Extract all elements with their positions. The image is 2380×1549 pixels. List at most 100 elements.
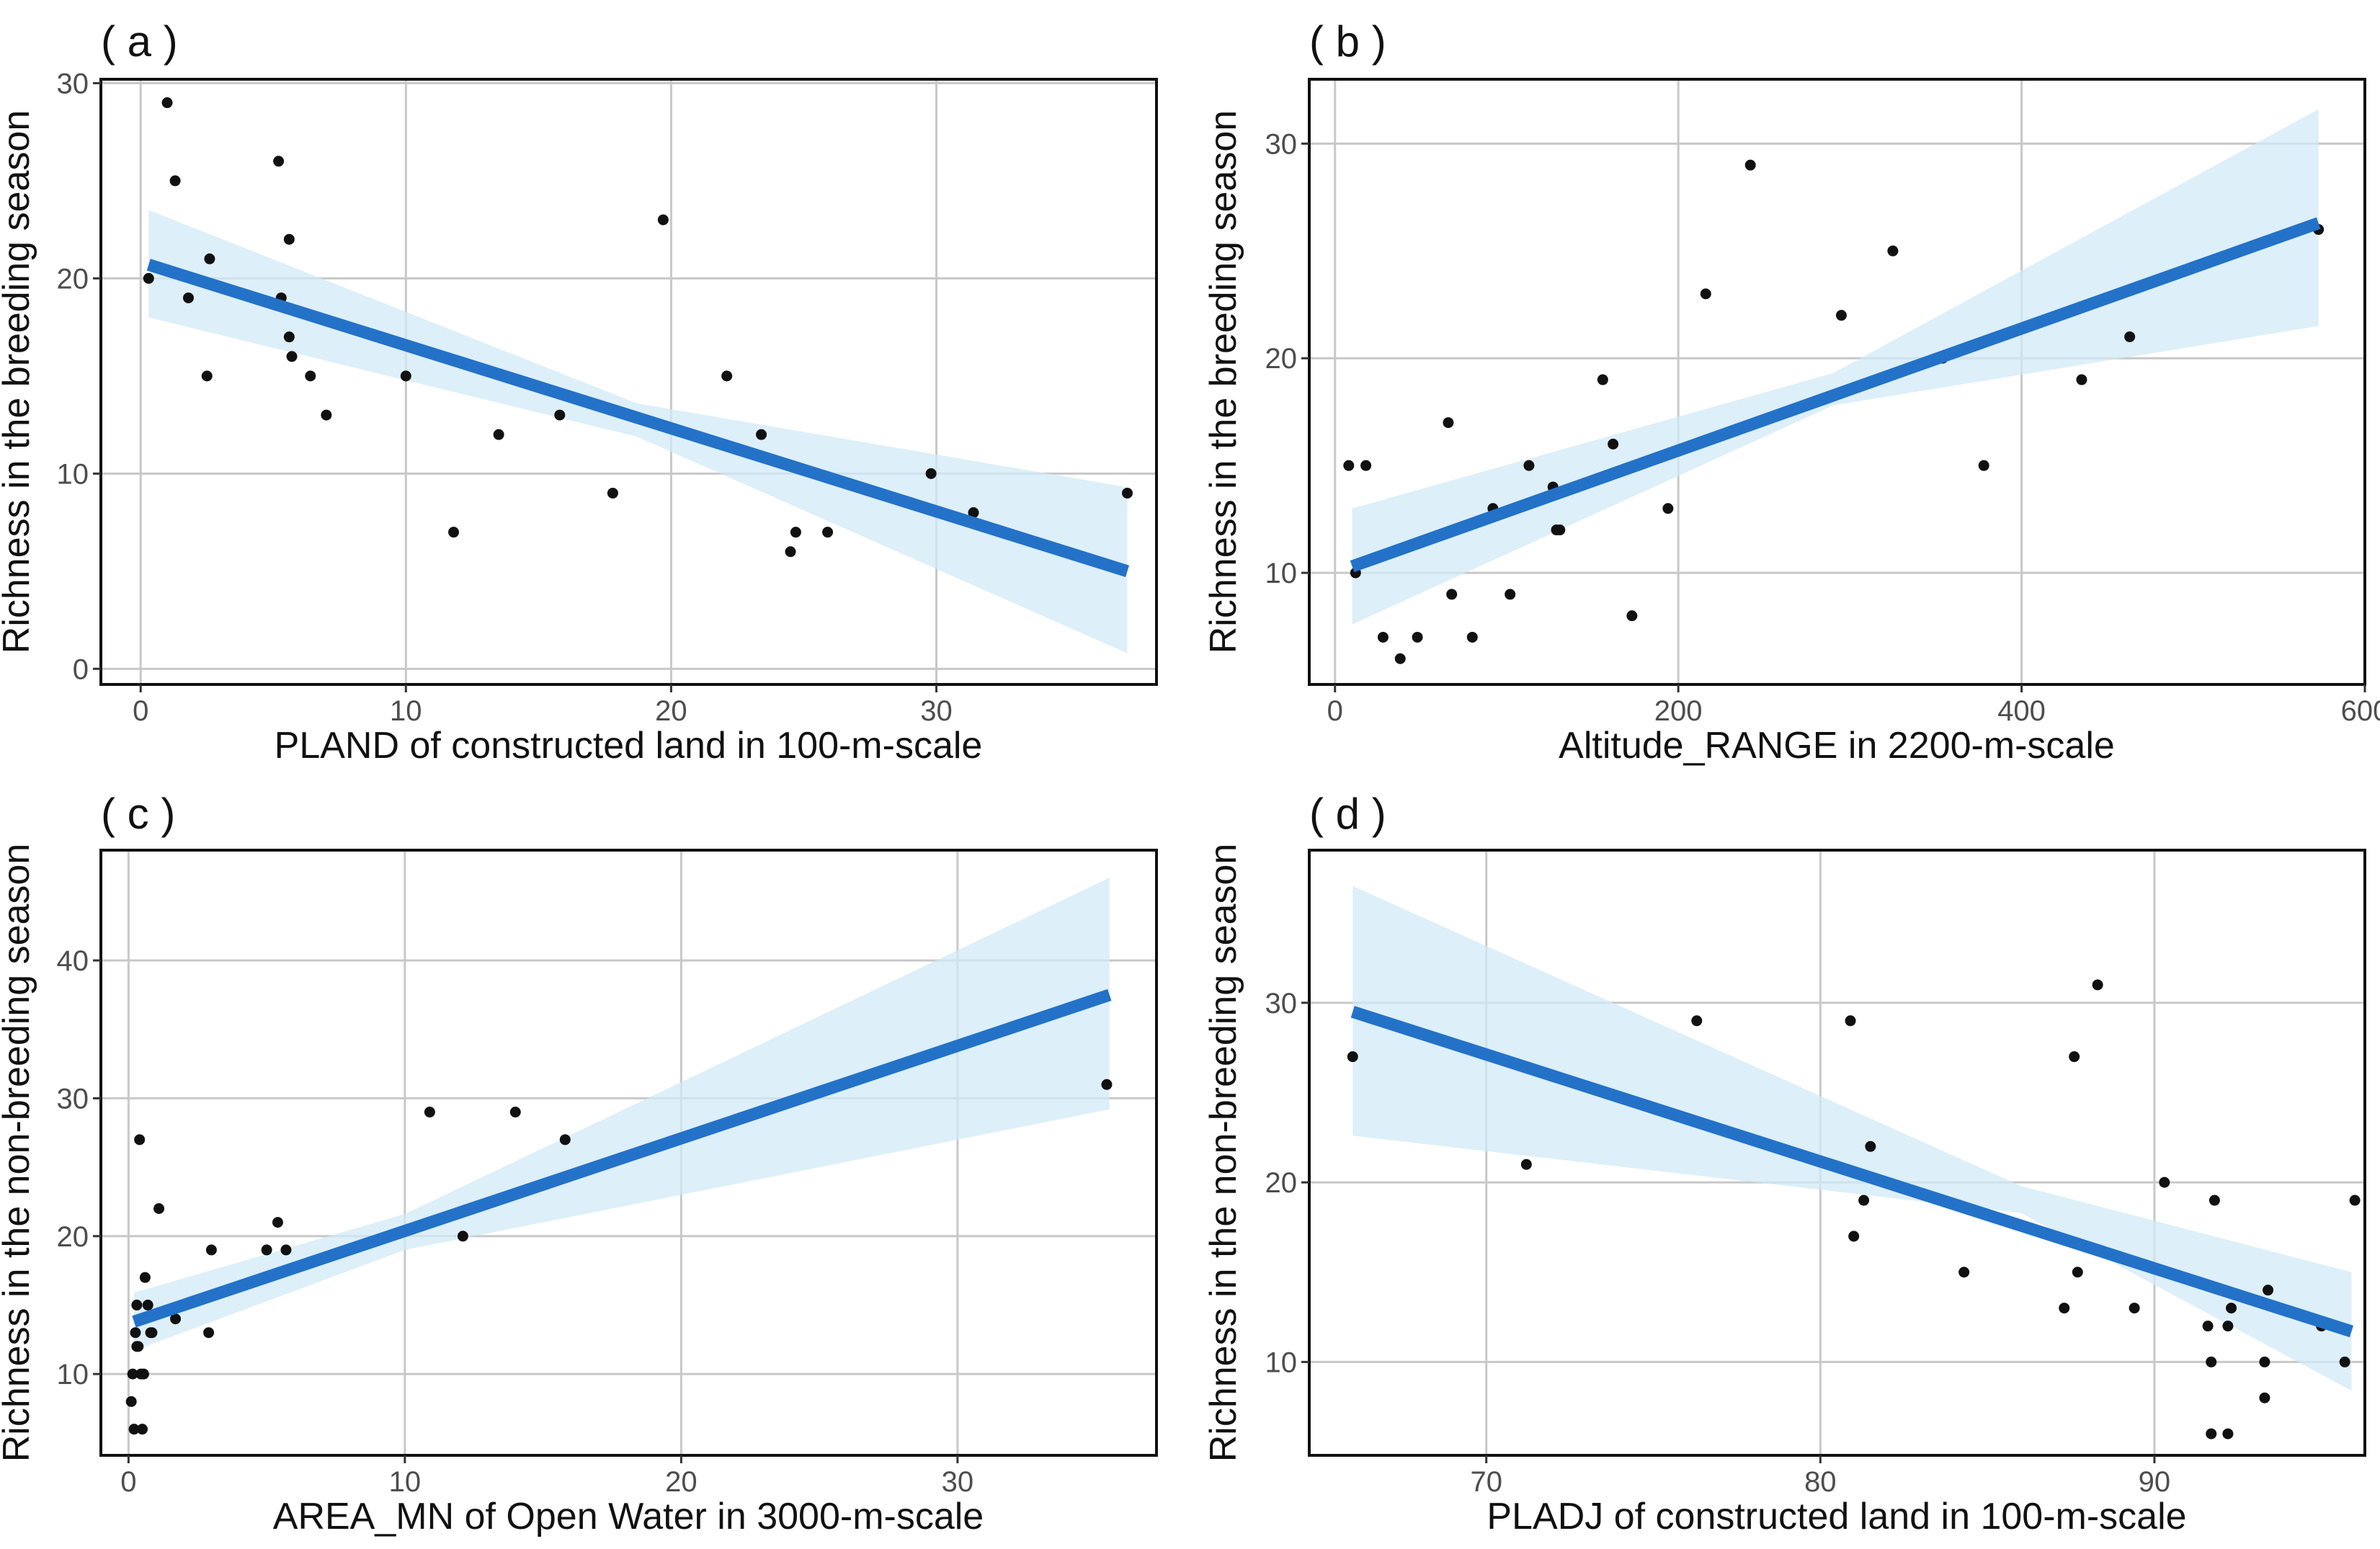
panel-b: 0 200 400 600 10 20 30 Altitude_RANGE in 2200-m… [1203, 17, 2380, 767]
data-point [125, 1396, 137, 1407]
data-point [272, 1217, 283, 1228]
panel-frame [99, 849, 1158, 1457]
data-point [204, 253, 215, 264]
x-tick-label: 200 [1654, 695, 1703, 727]
y-tick-label: 30 [57, 68, 89, 99]
data-point [2222, 1321, 2234, 1332]
y-tick-label: 20 [1265, 1167, 1298, 1199]
data-point [182, 292, 194, 303]
data-point [925, 468, 937, 479]
confidence-band [1352, 109, 2319, 625]
data-point [2339, 1356, 2350, 1367]
x-tick-label: 400 [1997, 695, 2046, 727]
data-point [2159, 1177, 2170, 1188]
data-point [2072, 1267, 2083, 1278]
x-tick-label: 10 [389, 1466, 422, 1498]
data-point [153, 1202, 165, 1214]
data-point [822, 527, 834, 538]
data-point [493, 429, 504, 440]
x-axis-title: Altitude_RANGE in 2200-m-scale [1559, 725, 2115, 767]
data-point [2259, 1392, 2270, 1403]
data-point [283, 331, 295, 343]
x-tick-label: 70 [1470, 1466, 1502, 1498]
data-point [321, 409, 332, 421]
confidence-band [1352, 885, 2352, 1391]
data-point [143, 272, 154, 284]
data-point [554, 409, 566, 421]
data-point [1446, 589, 1458, 600]
data-point [1520, 1159, 1532, 1170]
data-point [1554, 524, 1566, 536]
data-point [448, 527, 460, 538]
y-axis-title: Richness in the non-breeding season [1203, 844, 1244, 1463]
data-point [1122, 487, 1133, 499]
panel-frame [1308, 78, 2366, 686]
data-point [133, 1341, 144, 1352]
data-point [203, 1327, 215, 1339]
data-point [1978, 460, 1989, 471]
y-tick-label: 10 [1265, 558, 1298, 589]
y-tick-label: 40 [57, 945, 89, 977]
data-point [2059, 1303, 2070, 1314]
panel-frame [99, 78, 1158, 686]
data-point [1466, 631, 1478, 643]
x-axis-title: PLADJ of constructed land in 100-m-scale [1487, 1496, 2186, 1537]
regression-line [146, 259, 1130, 577]
data-point [1360, 460, 1372, 471]
data-point [2124, 331, 2136, 342]
data-point [1691, 1015, 1703, 1027]
x-tick-label: 0 [120, 1466, 136, 1498]
data-point [2226, 1303, 2237, 1314]
panel-d: 70 80 90 10 20 30 PLADJ of constructed land in… [1203, 790, 2366, 1537]
data-point [169, 175, 181, 187]
data-point [2222, 1428, 2234, 1439]
data-point [139, 1272, 151, 1283]
y-axis-title: Richness in the non-breeding season [0, 844, 37, 1463]
data-point [1343, 460, 1355, 471]
data-point [131, 1299, 143, 1311]
data-point [1523, 460, 1535, 471]
panel-c: 0 10 20 30 10 20 30 40 AREA_MN of Open Water in … [0, 790, 1158, 1537]
data-point [286, 351, 298, 362]
data-point [1887, 245, 1899, 256]
y-tick-label: 20 [1265, 343, 1298, 375]
data-point [2259, 1356, 2270, 1367]
data-point [968, 507, 979, 519]
data-point [283, 233, 295, 245]
data-point [2206, 1356, 2217, 1367]
panel-label: ( b ) [1309, 17, 1386, 66]
data-point [1845, 1015, 1856, 1027]
data-point [1858, 1195, 1870, 1206]
y-axis-title: Richness in the breeding season [0, 110, 37, 653]
data-point [2349, 1195, 2361, 1206]
data-point [1700, 288, 1711, 300]
y-tick-label: 0 [73, 653, 89, 685]
data-point [1394, 653, 1406, 664]
data-point [205, 1244, 217, 1256]
data-point [273, 156, 285, 167]
data-point [457, 1231, 468, 1242]
data-point [400, 370, 411, 382]
y-tick-label: 20 [57, 263, 89, 295]
data-point [1101, 1079, 1113, 1090]
confidence-band [134, 878, 1110, 1351]
x-tick-label: 30 [920, 695, 953, 727]
x-tick-label: 20 [665, 1466, 697, 1498]
data-point [305, 370, 316, 382]
data-point [2202, 1321, 2214, 1332]
data-point [170, 1313, 182, 1325]
data-point [657, 214, 669, 226]
data-point [2206, 1428, 2217, 1439]
y-tick-label: 30 [57, 1083, 89, 1115]
panel-label: ( d ) [1309, 790, 1386, 838]
data-point [1608, 438, 1619, 450]
data-point [1505, 589, 1516, 600]
y-tick-label: 20 [57, 1221, 89, 1253]
data-point [559, 1134, 571, 1146]
y-tick-label: 10 [57, 458, 89, 490]
data-point [1443, 417, 1454, 429]
data-point [721, 370, 733, 382]
